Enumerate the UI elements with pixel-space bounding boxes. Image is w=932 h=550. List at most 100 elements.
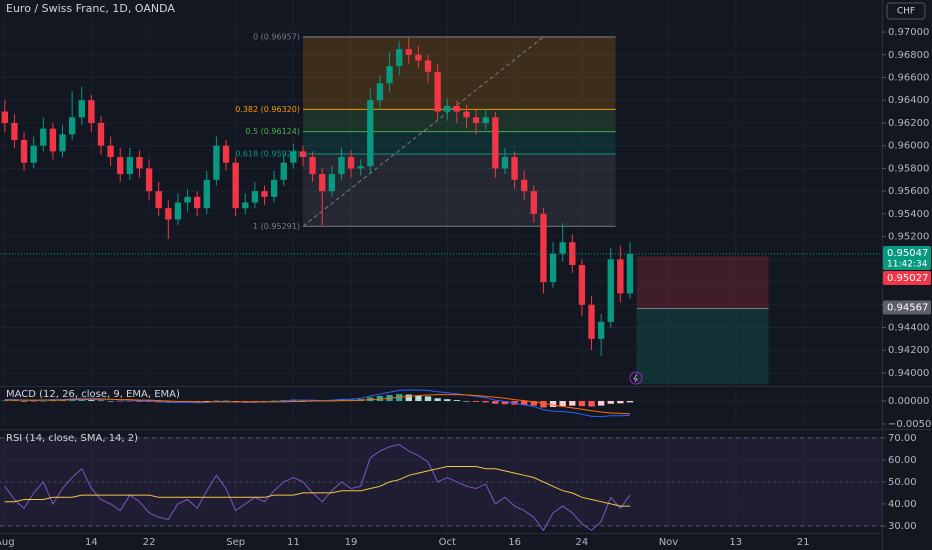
candle-body [68, 117, 76, 135]
macd-histogram-bar [617, 401, 624, 404]
y-tick-label: 50.00 [888, 477, 917, 488]
x-tick-label: Sep [226, 537, 245, 548]
x-tick-label: 16 [508, 537, 521, 548]
fib-trend [302, 36, 544, 227]
candle-body [405, 49, 412, 55]
price-label: 0.95047 [887, 248, 928, 259]
y-tick-label: 0.96400 [888, 95, 929, 106]
macd-histogram-bar [521, 401, 528, 406]
y-tick-label: 0.96000 [888, 141, 929, 152]
candle-body [290, 151, 297, 163]
macd-histogram-bar [540, 401, 547, 408]
currency[interactable]: CHF [897, 7, 915, 17]
rsi-band [0, 437, 882, 526]
macd-histogram-bar [434, 398, 441, 402]
event-icon[interactable] [629, 371, 643, 385]
candle-body [434, 71, 441, 112]
x-tick-label: Aug [0, 537, 15, 548]
macd-histogram-bar [30, 401, 37, 402]
macd-histogram-bar [213, 400, 220, 402]
fib-label: 0.382 (0.96320) [235, 105, 300, 114]
macd-histogram-bar [405, 394, 412, 402]
rsi-line [4, 466, 630, 507]
macd-histogram-bar [501, 401, 509, 405]
candle-body [165, 208, 172, 220]
y-tick-label: 0.94400 [888, 323, 929, 334]
fib-zone [302, 131, 616, 154]
fib-zone [302, 36, 616, 110]
candle-body [30, 145, 37, 163]
candle-body [357, 166, 364, 169]
macd-histogram-bar [117, 401, 124, 402]
candle-body [40, 128, 47, 146]
macd-histogram-bar [376, 395, 384, 402]
candle-body [395, 49, 403, 67]
candle-body [617, 259, 624, 294]
macd-histogram-bar [578, 401, 586, 407]
y-tick-label: 0.97000 [888, 27, 929, 38]
rsi-title: RSI (14, close, SMA, 14, 2) [6, 433, 138, 444]
price-label-box [883, 245, 931, 270]
candle-body [242, 202, 249, 209]
y-tick-label: 0.96600 [888, 73, 929, 84]
candle-body [453, 105, 461, 112]
x-tick-label: 19 [345, 537, 358, 548]
macd-histogram-bar [607, 401, 614, 404]
x-tick-label: Nov [659, 537, 679, 548]
price-label-box [883, 270, 931, 285]
candle-body [597, 321, 605, 339]
x-tick-label: 11 [287, 537, 300, 548]
macd-histogram-bar [482, 401, 489, 403]
y-tick-label: 0.00000 [888, 396, 929, 407]
candle-body [530, 191, 537, 214]
macd-histogram-bar [453, 400, 461, 402]
candle-body [213, 145, 220, 180]
candle-body [251, 191, 259, 203]
candle-body [11, 122, 18, 140]
stop-zone [636, 256, 769, 309]
currency-box[interactable] [886, 2, 926, 20]
x-tick-label: 13 [729, 537, 742, 548]
candle-body [78, 100, 85, 118]
y-tick-label: 0.96200 [888, 118, 929, 129]
candle-body [88, 100, 95, 123]
y-tick-label: 0.94000 [888, 368, 929, 379]
candle-body [626, 253, 634, 294]
macd-histogram-bar [59, 400, 66, 402]
candle-body [472, 117, 480, 123]
candle-body [136, 157, 143, 169]
candle-body [540, 213, 547, 283]
candle-body [145, 168, 153, 192]
macd-histogram-bar [68, 400, 76, 402]
macd-histogram-bar [549, 401, 557, 407]
candle-body [328, 174, 336, 192]
macd-histogram-bar [203, 401, 210, 402]
macd-histogram-bar [424, 396, 432, 402]
candle-body [280, 162, 287, 180]
y-tick-label: 0.94200 [888, 345, 929, 356]
candle-body [559, 242, 566, 254]
fib-zone [302, 153, 616, 227]
x-tick-label: 22 [143, 537, 156, 548]
macd-histogram-bar [11, 400, 18, 402]
candle-body [501, 157, 509, 169]
candle-body [270, 179, 278, 197]
candle-body [482, 117, 489, 123]
macd-histogram-bar [88, 400, 95, 402]
macd-title: MACD (12, 26, close, 9, EMA, EMA) [6, 389, 180, 400]
candle-body [174, 202, 182, 220]
candle-body [319, 174, 326, 192]
macd-histogram-bar [415, 395, 422, 402]
target-zone [636, 308, 769, 385]
event-bolt [633, 373, 638, 383]
candle-body [444, 105, 451, 112]
fib-label: 0.618 (0.95927) [235, 149, 300, 158]
candle-body [415, 54, 422, 61]
candle-body [367, 100, 374, 167]
candle-body [309, 157, 316, 175]
y-tick-label: 0.95400 [888, 209, 929, 220]
y-tick-label: 70.00 [888, 433, 917, 444]
candle-body [107, 145, 114, 158]
